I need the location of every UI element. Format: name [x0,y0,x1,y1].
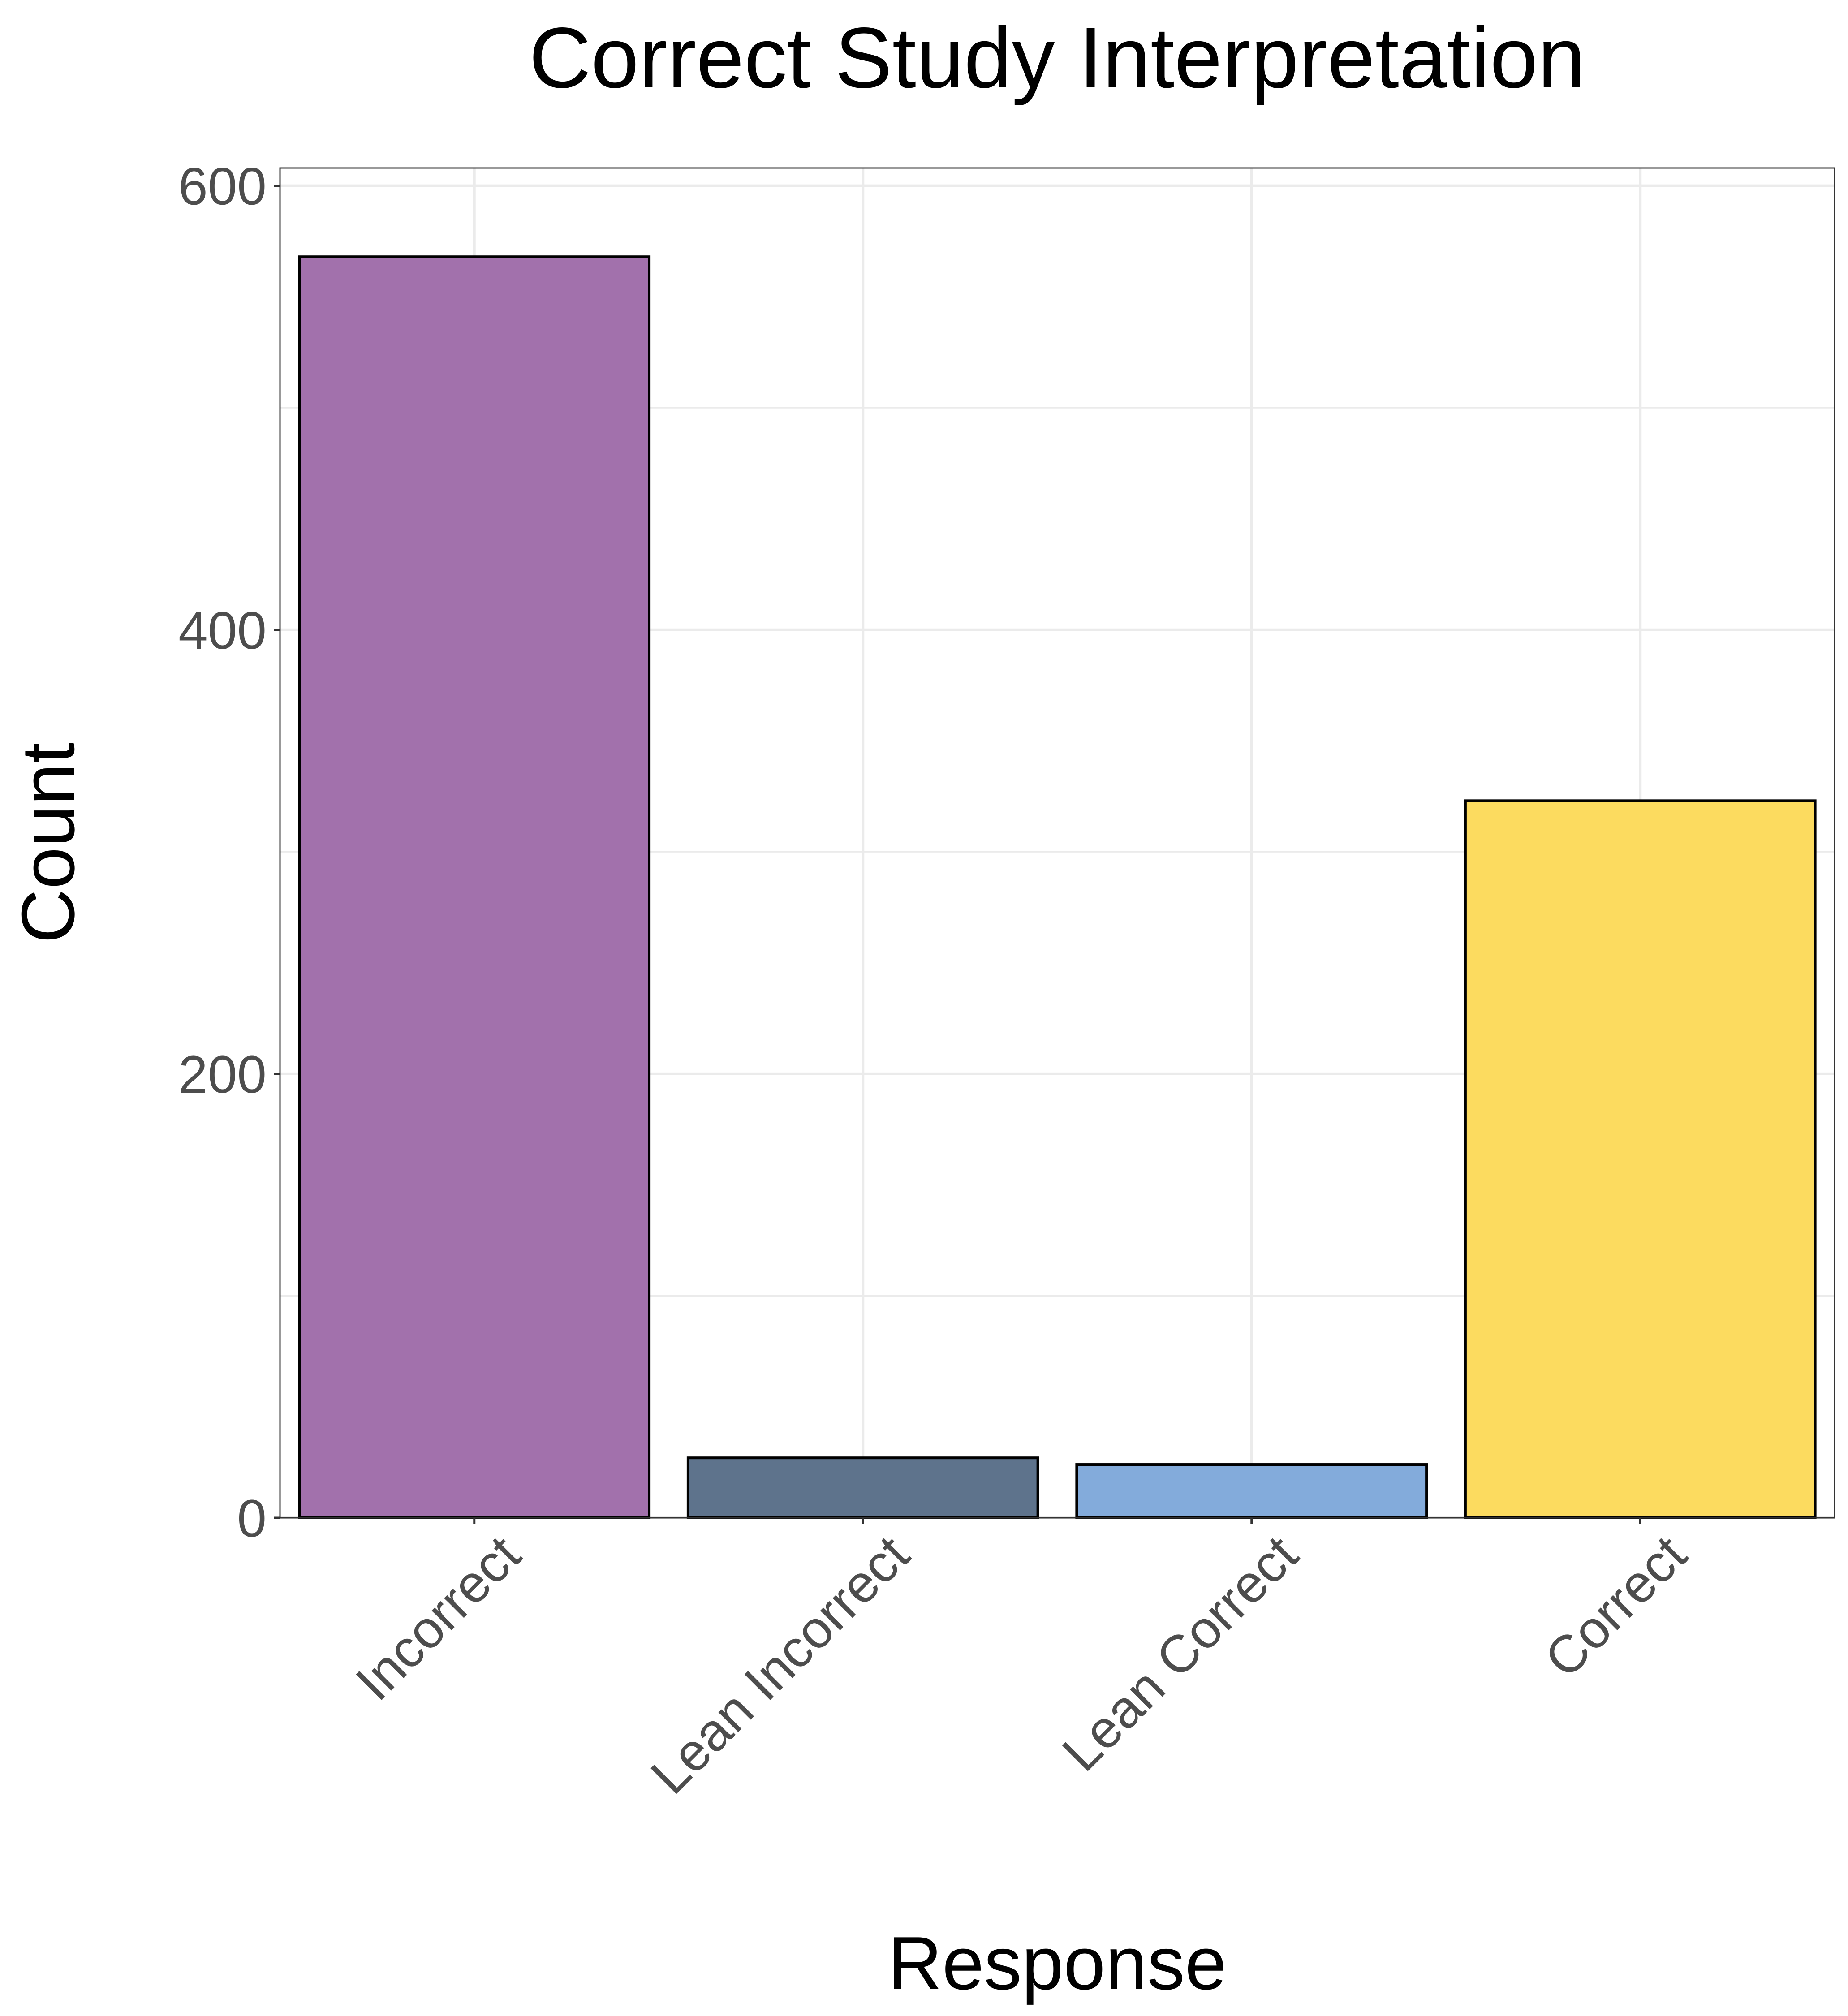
x-axis-title: Response [888,1921,1227,2005]
y-tick-label: 400 [178,601,267,660]
bars-layer [298,255,1817,1520]
y-tick-label: 200 [178,1045,267,1104]
y-tick-label: 0 [237,1489,267,1548]
chart-title: Correct Study Interpretation [529,9,1585,106]
x-tick-label: Lean Correct [1051,1525,1309,1783]
y-tick-label: 600 [178,157,267,216]
bar-incorrect [298,255,651,1520]
y-axis-title: Count [6,742,90,943]
bar-lean-incorrect [686,1456,1039,1519]
plot-panel-border [279,167,1835,1519]
x-tick-label: Correct [1534,1525,1698,1689]
bar-lean-correct [1075,1463,1428,1519]
x-tick-label: Lean Incorrect [640,1525,921,1805]
x-tick-label: Incorrect [345,1525,532,1712]
bar-correct [1464,799,1817,1519]
